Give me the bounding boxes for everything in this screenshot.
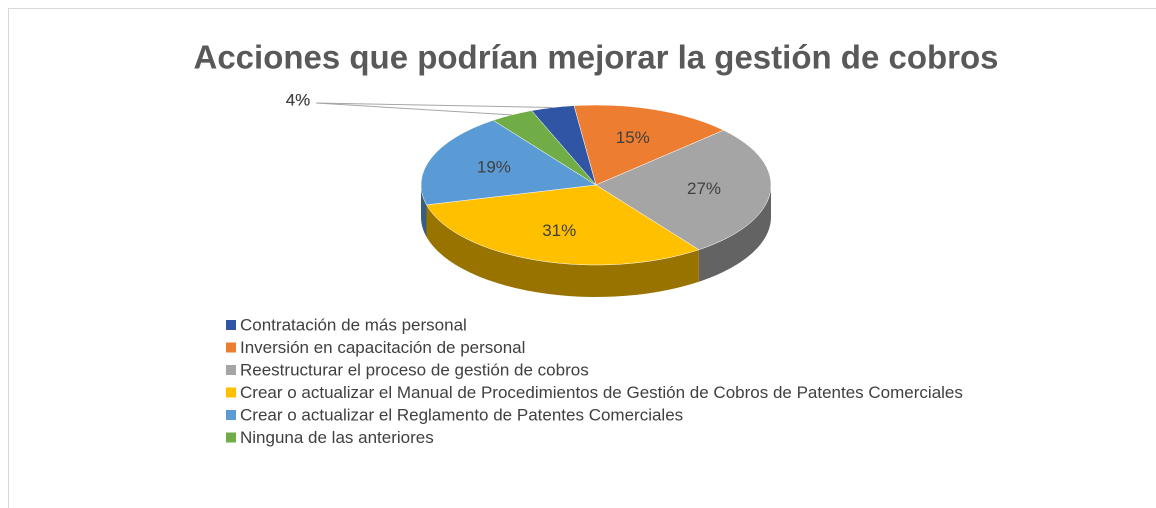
legend-swatch (226, 410, 236, 420)
legend-label: Crear o actualizar el Reglamento de Pate… (240, 405, 683, 424)
slice (420, 120, 597, 206)
leader-line (315, 102, 512, 116)
data-label: 31% (542, 221, 576, 240)
data-label: 27% (687, 179, 721, 198)
legend-label: Crear o actualizar el Manual de Procedim… (240, 383, 963, 402)
legend-label: Contratación de más personal (240, 315, 467, 334)
chart-frame (8, 8, 1156, 508)
data-label: 4% (286, 90, 311, 109)
legend-label: Ninguna de las anteriores (240, 428, 434, 447)
slice (426, 184, 700, 266)
slice-side (421, 185, 427, 237)
slice-side (426, 204, 699, 297)
legend-swatch (226, 342, 236, 353)
legend-swatch (226, 320, 236, 330)
slice (573, 104, 725, 186)
data-label: 4% (286, 90, 311, 109)
legend-swatch (226, 365, 236, 375)
data-label: 15% (616, 128, 650, 147)
slice (492, 110, 597, 186)
legend-swatch (226, 387, 236, 398)
slice (595, 129, 772, 250)
legend-label: Reestructurar el proceso de gestión de c… (240, 360, 589, 379)
data-label: 19% (477, 158, 511, 177)
chart-title: Acciones que podrían mejorar la gestión … (193, 39, 998, 76)
leader-line (315, 102, 553, 109)
legend-swatch (226, 432, 236, 443)
slice-side (698, 185, 771, 282)
legend-label: Inversión en capacitación de personal (240, 338, 525, 357)
